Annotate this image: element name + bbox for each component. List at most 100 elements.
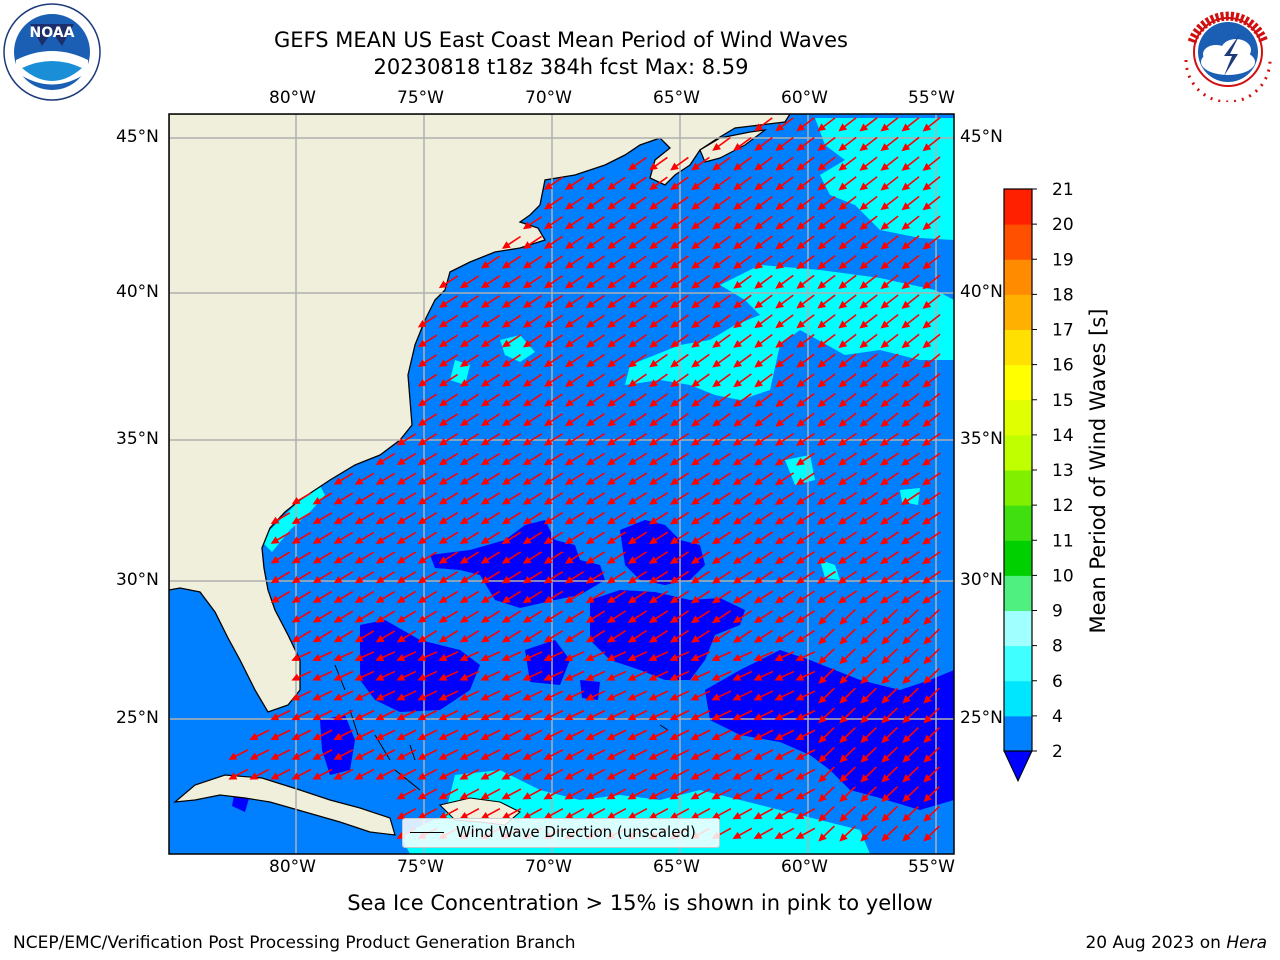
wind-wave-arrowhead <box>438 673 448 681</box>
wind-wave-arrowhead <box>501 595 511 604</box>
wind-wave-arrowhead <box>501 536 511 545</box>
wind-wave-arrowhead <box>543 693 553 701</box>
wind-wave-arrowhead <box>754 399 764 408</box>
wind-wave-arrowhead <box>291 752 301 760</box>
wind-wave-arrowhead <box>838 202 848 211</box>
lon-label-top: 55°W <box>908 88 955 108</box>
wind-wave-arrowhead <box>879 576 889 584</box>
wind-wave-arrowhead <box>543 792 553 800</box>
wind-wave-arrowhead <box>375 732 385 740</box>
wind-wave-arrowhead <box>816 556 826 565</box>
wind-wave-arrowhead <box>501 398 511 407</box>
wind-wave-arrowhead <box>291 536 301 544</box>
wind-wave-arrowhead <box>754 280 764 289</box>
wind-wave-arrowhead <box>438 457 448 466</box>
wind-wave-arrowhead <box>796 143 806 152</box>
wind-wave-arrowhead <box>837 497 847 506</box>
wind-wave-arrowhead <box>543 280 553 289</box>
wind-wave-arrowhead <box>585 792 595 800</box>
colorbar-segment <box>1004 505 1032 541</box>
wind-wave-arrowhead <box>902 695 911 704</box>
wind-wave-arrowhead <box>795 713 805 721</box>
wind-wave-arrowhead <box>438 437 448 446</box>
wind-wave-arrowhead <box>649 182 658 191</box>
wind-wave-arrowhead <box>923 813 932 822</box>
wind-wave-arrowhead <box>881 616 890 625</box>
wind-wave-arrowhead <box>795 811 805 820</box>
wind-wave-arrowhead <box>564 792 574 800</box>
wind-wave-arrowhead <box>354 615 364 623</box>
wind-wave-arrowhead <box>438 398 448 407</box>
wind-wave-arrowhead <box>690 536 700 545</box>
wind-wave-arrowhead <box>817 162 827 171</box>
wind-wave-arrowhead <box>522 516 532 525</box>
wind-wave-arrowhead <box>396 497 406 505</box>
wind-wave-arrowhead <box>711 792 721 800</box>
wind-wave-arrowhead <box>881 714 890 724</box>
wind-wave-arrowhead <box>880 359 890 368</box>
wind-wave-arrowhead <box>880 162 890 171</box>
wind-wave-arrowhead <box>459 497 469 505</box>
wind-wave-arrowhead <box>480 635 490 643</box>
wind-wave-arrowhead <box>438 359 448 367</box>
wind-wave-arrowhead <box>732 831 742 839</box>
wind-wave-arrowhead <box>775 182 785 191</box>
wind-wave-arrowhead <box>733 261 743 270</box>
wind-wave-arrowhead <box>860 813 869 822</box>
wind-wave-arrowhead <box>459 615 469 623</box>
wind-wave-arrowhead <box>522 379 532 387</box>
wind-wave-arrowhead <box>312 752 322 760</box>
wind-wave-arrowhead <box>795 653 805 661</box>
wind-wave-arrowhead <box>669 615 679 624</box>
wind-wave-arrowhead <box>459 438 469 446</box>
wind-wave-arrowhead <box>438 792 448 800</box>
wind-wave-arrowhead <box>690 673 700 681</box>
colorbar-tick-label: 14 <box>1052 426 1074 446</box>
wind-wave-arrowhead <box>774 811 784 820</box>
wind-wave-arrowhead <box>795 595 805 604</box>
wind-wave-arrowhead <box>711 713 721 721</box>
wind-wave-arrowhead <box>586 398 595 407</box>
wind-wave-arrowhead <box>480 300 490 308</box>
sea-ice-note: Sea Ice Concentration > 15% is shown in … <box>347 891 933 915</box>
wind-wave-arrowhead <box>837 457 847 466</box>
wind-wave-arrowhead <box>774 673 784 681</box>
wind-wave-arrowhead <box>396 713 406 721</box>
wind-wave-arrowhead <box>417 477 427 485</box>
wind-wave-arrowhead <box>774 536 784 545</box>
wind-wave-arrowhead <box>669 772 679 780</box>
wind-wave-arrowhead <box>627 693 637 701</box>
wind-wave-arrowhead <box>712 359 721 368</box>
wind-wave-arrowhead <box>796 399 806 408</box>
wind-wave-arrowhead <box>902 636 911 645</box>
wind-wave-arrowhead <box>795 536 805 545</box>
wind-wave-arrowhead <box>291 673 301 681</box>
lon-label-bottom: 55°W <box>908 857 955 877</box>
wind-wave-arrowhead <box>564 182 574 190</box>
wind-wave-arrowhead <box>690 497 700 505</box>
wind-wave-arrowhead <box>880 300 890 309</box>
wind-wave-arrowhead <box>818 636 827 645</box>
wind-wave-arrowhead <box>312 516 322 525</box>
wind-wave-arrowhead <box>712 399 721 407</box>
wind-wave-arrowhead <box>733 379 743 388</box>
wind-wave-arrowhead <box>333 497 343 505</box>
wind-wave-arrowhead <box>249 732 259 740</box>
wind-wave-arrowhead <box>291 556 301 564</box>
wind-wave-arrowhead <box>627 497 637 505</box>
wind-wave-arrowhead <box>711 615 721 624</box>
wind-wave-arrowhead <box>711 556 721 565</box>
wind-wave-arrowhead <box>291 595 301 603</box>
wind-wave-arrowhead <box>732 497 742 505</box>
wind-wave-arrowhead <box>796 340 806 349</box>
wind-wave-arrowhead <box>900 595 910 604</box>
lon-label-top: 75°W <box>397 88 444 108</box>
wind-wave-arrowhead <box>881 754 890 763</box>
wind-wave-arrowhead <box>839 774 848 783</box>
wind-wave-arrowhead <box>522 280 532 289</box>
wind-wave-arrowhead <box>837 438 847 446</box>
wind-wave-arrowhead <box>438 319 448 328</box>
wind-wave-arrowhead <box>438 653 448 661</box>
wind-wave-arrowhead <box>818 833 827 842</box>
wind-wave-arrowhead <box>564 653 574 661</box>
